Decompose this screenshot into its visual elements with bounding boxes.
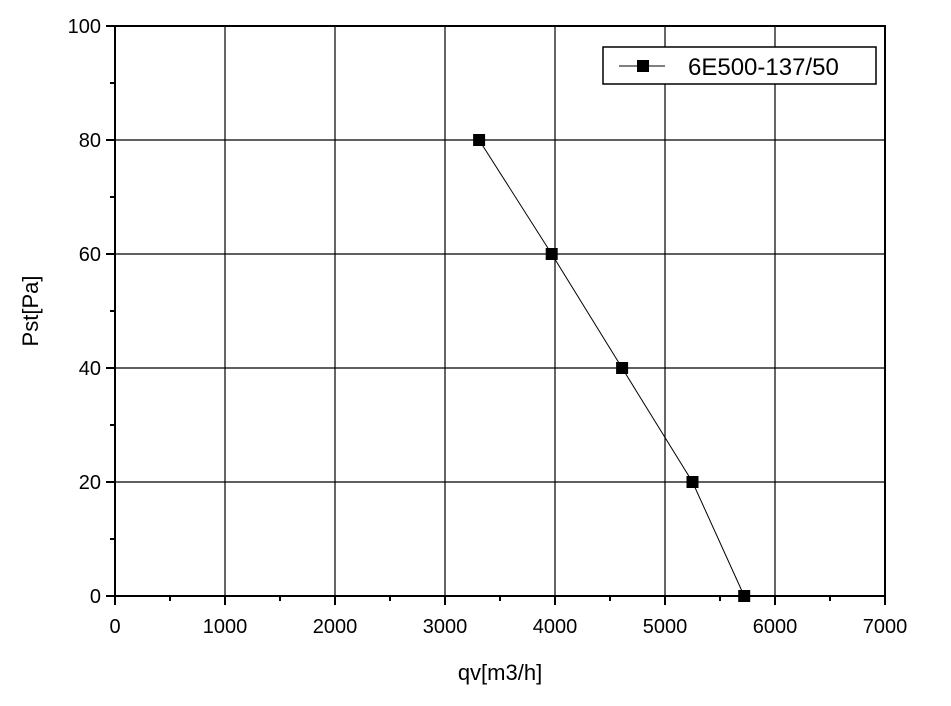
y-tick-label: 100 — [68, 16, 101, 38]
data-point — [473, 134, 486, 146]
x-tick-label: 6000 — [753, 616, 798, 638]
y-tick-label: 40 — [79, 358, 101, 380]
y-tick-label: 80 — [79, 130, 101, 152]
legend: 6E500-137/50 — [602, 46, 877, 85]
data-point — [686, 476, 699, 488]
data-point — [545, 248, 558, 260]
x-tick-label: 2000 — [313, 616, 358, 638]
data-point — [738, 590, 751, 602]
x-tick-label: 4000 — [533, 616, 578, 638]
legend-label: 6E500-137/50 — [688, 54, 839, 81]
y-tick-label: 60 — [79, 244, 101, 266]
grid — [114, 25, 886, 597]
series — [473, 134, 751, 602]
x-axis-label: qv[m3/h] — [458, 660, 542, 685]
x-tick-label: 1000 — [203, 616, 248, 638]
x-tick-label: 7000 — [863, 616, 908, 638]
legend-marker — [637, 60, 649, 72]
ticks: 0 1000 2000 3000 4000 5000 6000 7000 0 20 40 60 80 10… — [68, 16, 908, 638]
x-tick-label: 0 — [109, 616, 120, 638]
y-tick-label: 20 — [79, 472, 101, 494]
x-tick-label: 5000 — [643, 616, 688, 638]
x-tick-label: 3000 — [423, 616, 468, 638]
y-axis-label: Pst[Pa] — [18, 276, 43, 347]
data-point — [616, 362, 629, 374]
y-tick-label: 0 — [90, 586, 101, 608]
plot-frame — [114, 25, 886, 597]
